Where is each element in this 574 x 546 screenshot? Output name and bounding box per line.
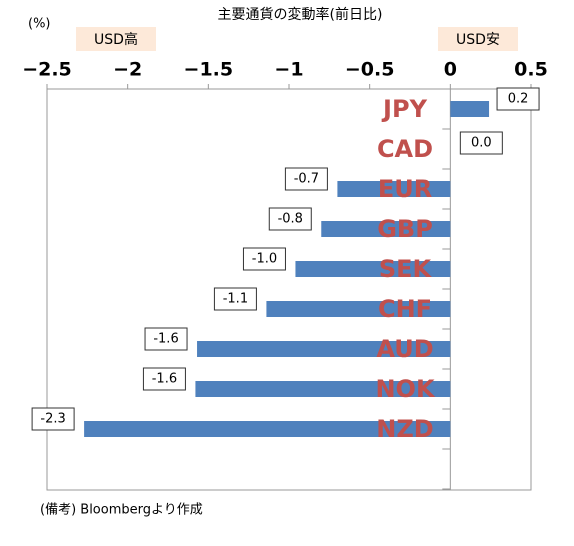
x-tick-label: −2.5 — [22, 59, 72, 81]
category-label: CHF — [378, 295, 432, 323]
value-label-box — [268, 207, 312, 231]
bar — [84, 421, 451, 437]
bar — [337, 181, 451, 197]
bar — [321, 221, 451, 237]
value-label-box — [213, 287, 257, 311]
x-tick-label: 0 — [444, 59, 457, 81]
value-label-box — [459, 131, 503, 155]
category-label: EUR — [378, 175, 432, 203]
category-label: JPY — [381, 95, 428, 123]
annotation: USD安 — [456, 32, 500, 48]
value-label: -0.7 — [294, 172, 319, 187]
chart-title: 主要通貨の変動率(前日比) — [218, 6, 383, 23]
value-label-box — [284, 167, 328, 191]
annotation-bg — [76, 27, 156, 51]
x-tick-label: 0.5 — [514, 59, 548, 81]
x-tick-label: −0.5 — [345, 59, 395, 81]
value-label: -1.0 — [252, 252, 277, 267]
value-label: -1.1 — [223, 292, 248, 307]
bar — [266, 301, 451, 317]
category-label: AUD — [376, 335, 433, 363]
x-tick-label: −1.5 — [184, 59, 234, 81]
bar — [195, 381, 451, 397]
value-label: -2.3 — [40, 412, 65, 427]
bar — [197, 341, 451, 357]
x-tick-label: −1 — [274, 59, 303, 81]
value-label-box — [496, 87, 540, 111]
value-label-box — [31, 407, 75, 431]
value-label: 0.2 — [508, 92, 529, 107]
unit-label: (%) — [28, 17, 51, 32]
annotation-bg — [438, 27, 518, 51]
annotation: USD高 — [94, 31, 138, 48]
note: (備考) Bloombergより作成 — [40, 502, 203, 518]
value-label: -1.6 — [152, 372, 177, 387]
value-label: -1.6 — [153, 332, 178, 347]
category-label: NZD — [376, 415, 433, 443]
bar — [295, 261, 451, 277]
category-label: NOK — [375, 375, 435, 403]
value-label: -0.8 — [278, 212, 303, 227]
category-label: GBP — [377, 215, 433, 243]
value-label: 0.0 — [471, 136, 492, 151]
bar — [450, 101, 490, 117]
value-label-box — [242, 247, 286, 271]
category-label: SEK — [379, 255, 433, 283]
x-tick-label: −2 — [113, 59, 142, 81]
value-label-box — [142, 367, 186, 391]
category-label: CAD — [377, 135, 433, 163]
value-label-box — [144, 327, 188, 351]
